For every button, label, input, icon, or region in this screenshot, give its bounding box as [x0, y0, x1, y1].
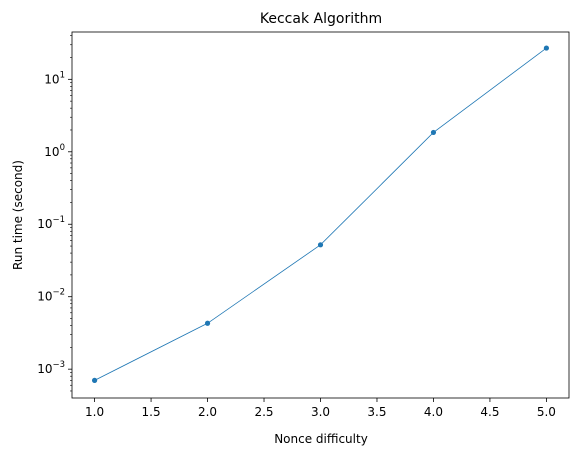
- x-axis-label: Nonce difficulty: [274, 432, 368, 446]
- x-tick-label: 4.0: [424, 405, 443, 419]
- data-point: [431, 130, 436, 135]
- series-line: [95, 48, 547, 380]
- y-tick-label-base: 10: [44, 145, 59, 159]
- y-tick-label: 100: [44, 143, 65, 159]
- y-tick-label: 101: [44, 70, 65, 86]
- x-tick-label: 2.5: [254, 405, 273, 419]
- data-point: [205, 321, 210, 326]
- x-tick-label: 4.5: [480, 405, 499, 419]
- x-tick-label: 3.0: [311, 405, 330, 419]
- y-tick-label-exponent: 0: [60, 143, 65, 153]
- data-point: [544, 45, 549, 50]
- chart-title: Keccak Algorithm: [260, 11, 382, 27]
- data-point: [92, 378, 97, 383]
- x-tick-label: 1.0: [85, 405, 104, 419]
- y-tick-label: 10−3: [37, 360, 65, 376]
- x-tick-label: 3.5: [367, 405, 386, 419]
- y-tick-label-exponent: −1: [52, 215, 65, 225]
- data-point: [318, 242, 323, 247]
- x-tick-label: 5.0: [537, 405, 556, 419]
- y-tick-label-exponent: −3: [52, 360, 65, 370]
- y-tick-label-base: 10: [37, 362, 52, 376]
- y-tick-label-base: 10: [37, 217, 52, 231]
- y-tick-label-exponent: −2: [52, 288, 65, 298]
- x-axis-ticks: 1.0 1.5 2.0 2.5 3.0 3.5 4.0 4.5 5.0: [85, 398, 556, 419]
- y-tick-label: 10−1: [37, 215, 65, 231]
- y-tick-label-base: 10: [37, 290, 52, 304]
- y-tick-label-exponent: 1: [60, 70, 65, 80]
- y-axis-label: Run time (second): [11, 160, 25, 270]
- series-layer: [92, 45, 549, 383]
- x-tick-label: 1.5: [142, 405, 161, 419]
- y-tick-label-base: 10: [44, 72, 59, 86]
- y-tick-label: 10−2: [37, 288, 65, 304]
- x-tick-label: 2.0: [198, 405, 217, 419]
